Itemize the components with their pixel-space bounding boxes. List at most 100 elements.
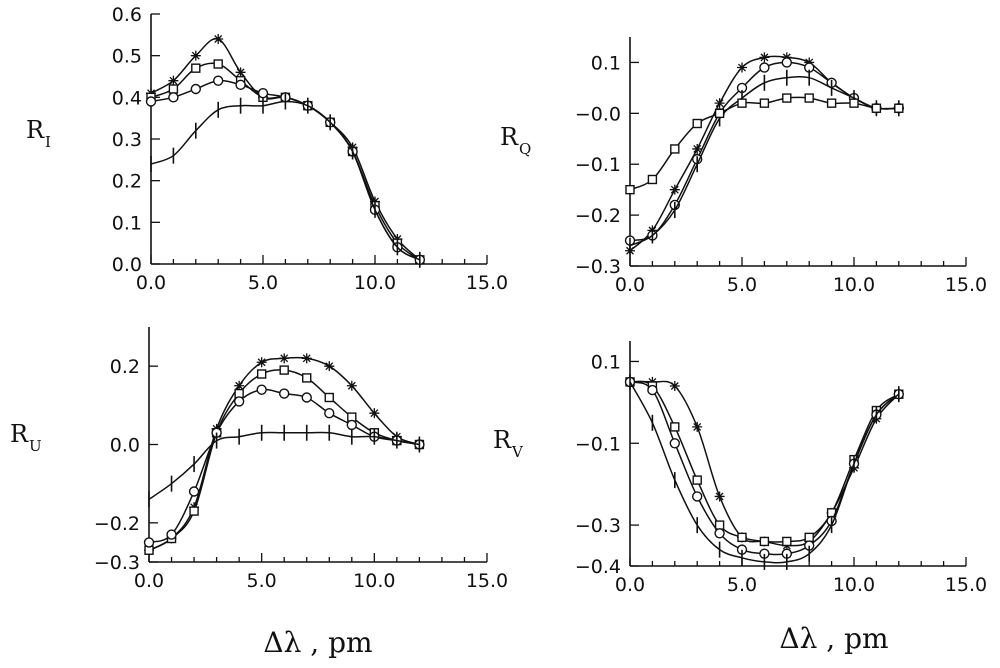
panel-ru-point-circle xyxy=(233,396,245,407)
panel-ri-series-star xyxy=(146,34,425,265)
panel-ru-point-star xyxy=(301,353,312,364)
panel-ru-point-circle xyxy=(346,419,357,431)
panel-rv-point-circle xyxy=(714,528,725,539)
panel-rv-point-circle xyxy=(692,491,703,502)
panel-rv-point-star xyxy=(692,421,703,432)
panel-rq-point-square xyxy=(647,174,658,185)
panel-rv: 0.0 5.0 10.0 15.0 −0.4 −0.3 −0.1 0.1 R V xyxy=(493,341,987,596)
panel-ri-point-star xyxy=(190,50,201,61)
panel-ri-y-tick-label: 0.6 xyxy=(112,4,142,26)
panel-rq-point-square xyxy=(714,108,725,119)
panel-rq-series-square xyxy=(625,93,904,195)
panel-rq-point-square xyxy=(871,103,882,113)
panel-ru-point-circle xyxy=(166,529,177,540)
panel-rq-point-square xyxy=(670,144,680,154)
panel-rv-point-square xyxy=(692,475,702,485)
panel-rq-line-square xyxy=(629,96,899,191)
panel-ru-y-tick-label: 0.2 xyxy=(110,356,140,378)
panel-rv-y-tick-label: 0.1 xyxy=(591,351,621,373)
panel-rq-x-tick-label: 5.0 xyxy=(727,274,757,296)
panel-ru-point-square xyxy=(189,506,199,516)
panel-ri-x-tick-label: 10.0 xyxy=(354,272,396,294)
panel-ri-point-square xyxy=(168,84,179,94)
panel-ru-y-label-subscript: U xyxy=(29,437,42,455)
panel-rv-series-tick xyxy=(629,373,900,570)
panel-ru-point-star xyxy=(256,357,267,368)
panel-ru: 0.0 5.0 10.0 15.0 −0.3 −0.2 0.0 0.2 R U xyxy=(10,327,508,592)
panel-ri-y-tick-label: 0.4 xyxy=(112,87,142,109)
panel-rv-x-tick-label: 5.0 xyxy=(727,574,757,596)
panel-ri-point-circle xyxy=(190,83,202,95)
panel-rq-point-star xyxy=(714,98,725,109)
x-axis-label-left: Δλ , pm xyxy=(263,626,372,659)
panel-ru-x-tick-label: 5.0 xyxy=(247,570,277,592)
panel-ru-point-star xyxy=(346,380,357,391)
panel-rq-y-tick-label: −0.2 xyxy=(575,205,621,227)
panel-rq-y-label-subscript: Q xyxy=(519,140,531,158)
panel-ri-point-star xyxy=(168,75,179,86)
panel-rq-y-tick-label: −0.1 xyxy=(575,154,621,176)
panel-rq-point-square xyxy=(759,98,770,108)
panel-rv-point-square xyxy=(759,536,770,547)
panel-rv-point-star xyxy=(669,381,680,391)
panel-ri-x-tick-label: 0.0 xyxy=(136,272,166,294)
panel-ri-y-tick-label: 0.0 xyxy=(112,254,142,276)
panel-ru-point-square xyxy=(302,373,312,383)
panel-ru-x-tick-label: 10.0 xyxy=(353,570,395,592)
panel-rq-point-star xyxy=(759,52,770,63)
panel-ri-series-square xyxy=(146,59,425,265)
panel-ru-x-tick-label: 0.0 xyxy=(134,570,164,592)
panel-ru-x-tick-label: 15.0 xyxy=(466,570,508,592)
panel-rv-series-circle xyxy=(624,376,904,559)
panel-rq-point-square xyxy=(692,118,702,129)
panel-ru-point-star xyxy=(369,408,380,419)
panel-rq-point-square xyxy=(782,93,792,103)
panel-rq-x-tick-label: 15.0 xyxy=(945,274,987,296)
panel-ri-y-tick-label: 0.5 xyxy=(112,46,142,68)
panel-ri-line-tick xyxy=(150,100,421,261)
panel-ru-point-circle xyxy=(143,537,155,548)
panel-rq-y-tick-label: −0.3 xyxy=(575,256,621,278)
panel-ru-point-square xyxy=(256,369,267,379)
panel-rq-y-label: R xyxy=(500,123,519,151)
panel-ru-point-circle xyxy=(256,384,267,395)
panel-rq-point-square xyxy=(625,184,635,195)
panel-rq-point-star xyxy=(669,184,680,195)
panel-ri-y-tick-label: 0.1 xyxy=(112,212,142,234)
panel-ri-point-circle xyxy=(212,75,224,86)
panel-ri-point-circle xyxy=(257,87,269,99)
panel-ri-point-star xyxy=(213,34,224,44)
panel-ri-x-tick-label: 5.0 xyxy=(248,272,278,294)
panel-rq-point-square xyxy=(826,98,837,108)
panel-rq-point-circle xyxy=(781,57,792,68)
panel-rv-point-square xyxy=(804,532,814,543)
panel-ru-point-circle xyxy=(301,392,312,403)
panel-ri-point-circle xyxy=(145,96,157,107)
panel-rq-x-tick-label: 0.0 xyxy=(615,274,645,296)
panel-ru-point-star xyxy=(324,361,335,372)
panel-ru-point-square xyxy=(324,392,334,403)
x-axis-label-right: Δλ , pm xyxy=(779,622,888,655)
panel-rv-y-tick-label: −0.4 xyxy=(575,556,621,578)
panel-ri: 0.0 5.0 10.0 15.0 0.0 0.1 0.2 0.3 0.4 0.5 0.6 R I xyxy=(26,4,508,294)
panel-ru-point-star xyxy=(234,380,245,391)
panel-rq-point-star xyxy=(692,143,703,154)
panel-rq: 0.0 5.0 10.0 15.0 −0.3 −0.2 −0.1 −0.0 0.1 R Q xyxy=(500,37,987,296)
panel-rv-x-tick-label: 0.0 xyxy=(615,574,645,596)
panel-rv-point-circle xyxy=(647,384,658,396)
panel-rq-y-tick-label: −0.0 xyxy=(575,103,621,125)
panel-rv-line-tick xyxy=(629,381,900,564)
panel-ri-y-tick-label: 0.2 xyxy=(112,171,142,193)
panel-rq-point-square xyxy=(849,98,859,108)
panel-ru-point-circle xyxy=(324,407,335,419)
panel-rv-y-tick-label: −0.1 xyxy=(575,433,621,455)
panel-ru-series-tick xyxy=(148,424,421,508)
panel-ri-series-tick xyxy=(150,93,421,268)
panel-ri-y-label-subscript: I xyxy=(45,133,51,151)
panel-ru-y-tick-label: −0.2 xyxy=(94,513,140,535)
panel-rv-y-tick-label: −0.3 xyxy=(575,515,621,537)
panel-rv-point-square xyxy=(737,532,747,543)
panel-ru-point-square xyxy=(279,365,289,375)
panel-ru-point-circle xyxy=(279,388,290,399)
